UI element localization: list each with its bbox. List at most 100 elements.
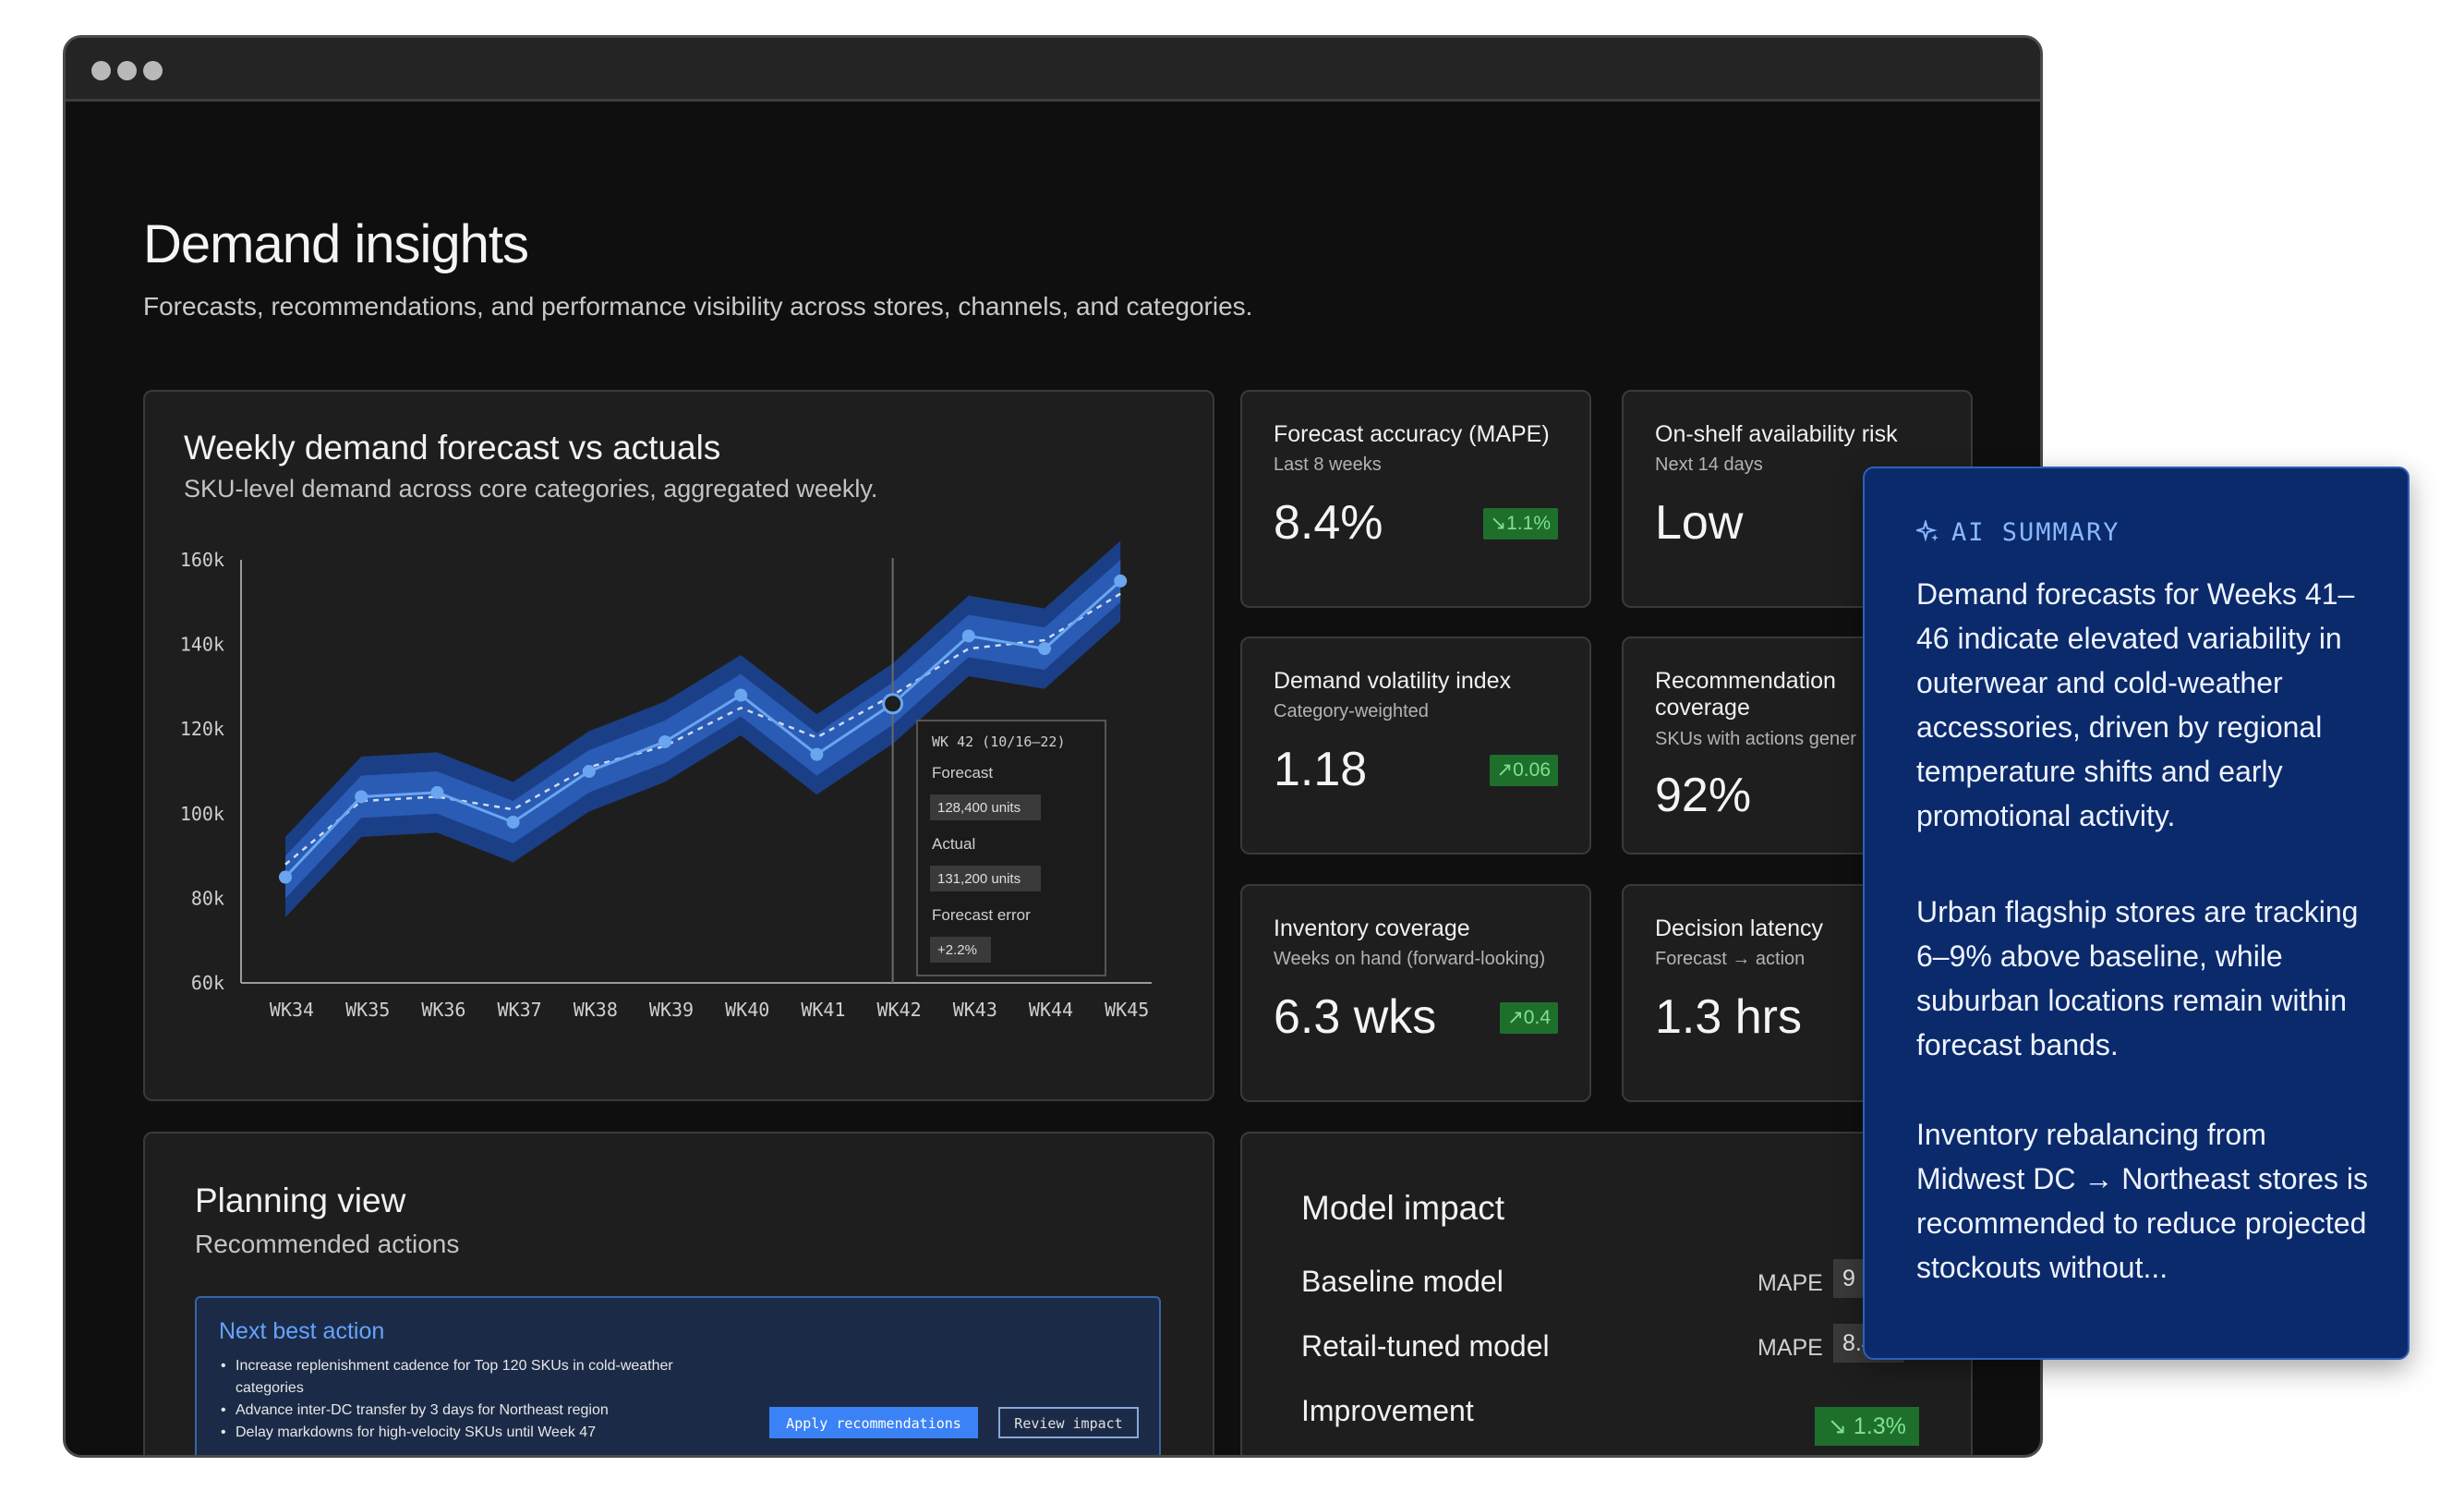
kpi-subtitle: Next 14 days — [1655, 455, 1763, 475]
planning-view-card: Planning view Recommended actions Next b… — [143, 1132, 1214, 1455]
actual-point — [961, 629, 975, 643]
actual-point — [430, 785, 444, 799]
model-row-label: Baseline model — [1301, 1265, 1504, 1298]
page-title: Demand insights — [143, 214, 529, 274]
kpi-title: Demand volatility index — [1274, 668, 1512, 694]
planning-subtitle: Recommended actions — [195, 1230, 460, 1258]
model-row-label: Retail-tuned model — [1301, 1329, 1550, 1363]
kpi-value: 1.3 hrs — [1655, 990, 1802, 1044]
chart-subtitle: SKU-level demand across core categories,… — [184, 475, 878, 503]
kpi-title: On-shelf availability risk — [1655, 421, 1898, 447]
model-impact-card: Model impact Baseline model MAPE 9 Retai… — [1240, 1132, 1973, 1455]
actual-point — [582, 765, 596, 778]
tooltip-error-label: Forecast error — [932, 906, 1031, 924]
tooltip-forecast-value: 128,400 units — [937, 800, 1021, 816]
x-tick-label: WK35 — [345, 999, 390, 1021]
list-item: Increase replenishment cadence for Top 1… — [219, 1355, 736, 1400]
x-tick-label: WK45 — [1105, 999, 1149, 1021]
y-tick-label: 160k — [180, 549, 224, 571]
kpi-subtitle: Last 8 weeks — [1274, 455, 1382, 475]
actual-point — [1114, 574, 1128, 588]
kpi-title: Decision latency — [1655, 915, 1824, 941]
improvement-label: Improvement — [1301, 1394, 1474, 1427]
tooltip-forecast-label: Forecast — [932, 764, 993, 782]
tooltip-actual-chip — [930, 866, 1041, 891]
x-tick-label: WK43 — [953, 999, 997, 1021]
window-titlebar — [66, 38, 2040, 102]
review-impact-button[interactable]: Review impact — [998, 1407, 1139, 1438]
list-item: Advance inter-DC transfer by 3 days for … — [219, 1400, 736, 1422]
x-tick-label: WK39 — [649, 999, 694, 1021]
x-tick-label: WK41 — [801, 999, 845, 1021]
app-window: Demand insights Forecasts, recommendatio… — [63, 35, 2043, 1458]
tooltip-header: WK 42 (10/16–22) — [932, 733, 1066, 750]
kpi-title: Recommendation coverage — [1655, 668, 1836, 721]
ai-summary-paragraph: Urban flagship stores are tracking 6–9% … — [1916, 895, 2359, 1061]
actual-point-highlight — [882, 693, 904, 715]
page-subtitle: Forecasts, recommendations, and performa… — [143, 292, 1253, 321]
kpi-value: 6.3 wks — [1274, 990, 1437, 1044]
tooltip-forecast-chip — [930, 794, 1041, 820]
x-tick-label: WK34 — [270, 999, 314, 1021]
ai-summary-paragraph: Demand forecasts for Weeks 41–46 indicat… — [1916, 577, 2355, 832]
kpi-trend-badge: ↗0.06 — [1489, 755, 1558, 786]
y-tick-label: 100k — [180, 803, 224, 825]
kpi-subtitle: Weeks on hand (forward-looking) — [1274, 949, 1546, 969]
tooltip-box — [916, 720, 1106, 976]
actual-point — [658, 734, 671, 748]
actual-point — [279, 870, 292, 884]
ai-summary-panel: AI SUMMARY Demand forecasts for Weeks 41… — [1863, 467, 2410, 1360]
y-tick-label: 80k — [191, 887, 224, 909]
kpi-card-inventory-coverage[interactable]: Inventory coverage Weeks on hand (forwar… — [1240, 884, 1591, 1102]
actual-point — [1038, 642, 1051, 656]
window-dot-close[interactable] — [91, 61, 111, 80]
kpi-trend-badge: ↗0.4 — [1500, 1002, 1558, 1034]
kpi-card-forecast-accuracy[interactable]: Forecast accuracy (MAPE) Last 8 weeks 8.… — [1240, 390, 1591, 608]
y-tick-label: 120k — [180, 718, 224, 740]
ai-summary-paragraph: Inventory rebalancing from Midwest DC → … — [1916, 1118, 2369, 1284]
model-row-metric: MAPE — [1757, 1335, 1823, 1361]
x-tick-label: WK36 — [421, 999, 465, 1021]
actual-point — [506, 815, 520, 829]
x-tick-label: WK37 — [498, 999, 542, 1021]
tooltip-error-chip — [930, 937, 991, 963]
kpi-value: 92% — [1655, 769, 1752, 822]
x-tick-label: WK44 — [1029, 999, 1073, 1021]
kpi-value: 1.18 — [1274, 743, 1368, 796]
kpi-subtitle: SKUs with actions gener — [1655, 729, 1856, 749]
model-row-value: 9 — [1833, 1259, 1865, 1298]
next-best-action-list: Increase replenishment cadence for Top 1… — [219, 1355, 736, 1444]
x-tick-label: WK38 — [574, 999, 618, 1021]
kpi-subtitle: Category-weighted — [1274, 701, 1429, 721]
kpi-subtitle: Forecast → action — [1655, 949, 1806, 969]
actual-point — [355, 790, 368, 804]
actual-line — [284, 579, 1122, 879]
apply-recommendations-button[interactable]: Apply recommendations — [769, 1407, 978, 1438]
y-tick-label: 60k — [191, 972, 224, 994]
sparkle-icon — [1914, 518, 1939, 542]
next-best-action-panel: Next best action Increase replenishment … — [195, 1296, 1161, 1455]
kpi-value: 8.4% — [1274, 496, 1383, 550]
model-impact-title: Model impact — [1301, 1189, 1505, 1227]
kpi-title: Inventory coverage — [1274, 915, 1470, 941]
x-tick-label: WK40 — [725, 999, 769, 1021]
model-row-metric: MAPE — [1757, 1270, 1823, 1296]
kpi-value: Low — [1655, 496, 1744, 550]
improvement-badge: ↘ 1.3% — [1815, 1407, 1919, 1446]
x-tick-label: WK42 — [877, 999, 922, 1021]
tooltip-error-value: +2.2% — [937, 942, 977, 958]
forecast-chart[interactable]: 160k 140k 120k 100k 80k 60k WK34 WK35 WK36 WK37 WK… — [145, 392, 1213, 1099]
planning-title: Planning view — [195, 1182, 406, 1219]
kpi-title: Forecast accuracy (MAPE) — [1274, 421, 1550, 447]
window-dot-maximize[interactable] — [143, 61, 163, 80]
tooltip-actual-value: 131,200 units — [937, 871, 1021, 887]
chart-title: Weekly demand forecast vs actuals — [184, 429, 721, 467]
tooltip-actual-label: Actual — [932, 835, 975, 853]
window-dot-minimize[interactable] — [117, 61, 137, 80]
y-tick-label: 140k — [180, 634, 224, 656]
actual-point — [810, 747, 824, 761]
kpi-card-volatility-index[interactable]: Demand volatility index Category-weighte… — [1240, 636, 1591, 855]
next-best-action-title: Next best action — [219, 1318, 385, 1344]
list-item: Delay markdowns for high-velocity SKUs u… — [219, 1422, 736, 1444]
actual-point — [734, 688, 748, 702]
